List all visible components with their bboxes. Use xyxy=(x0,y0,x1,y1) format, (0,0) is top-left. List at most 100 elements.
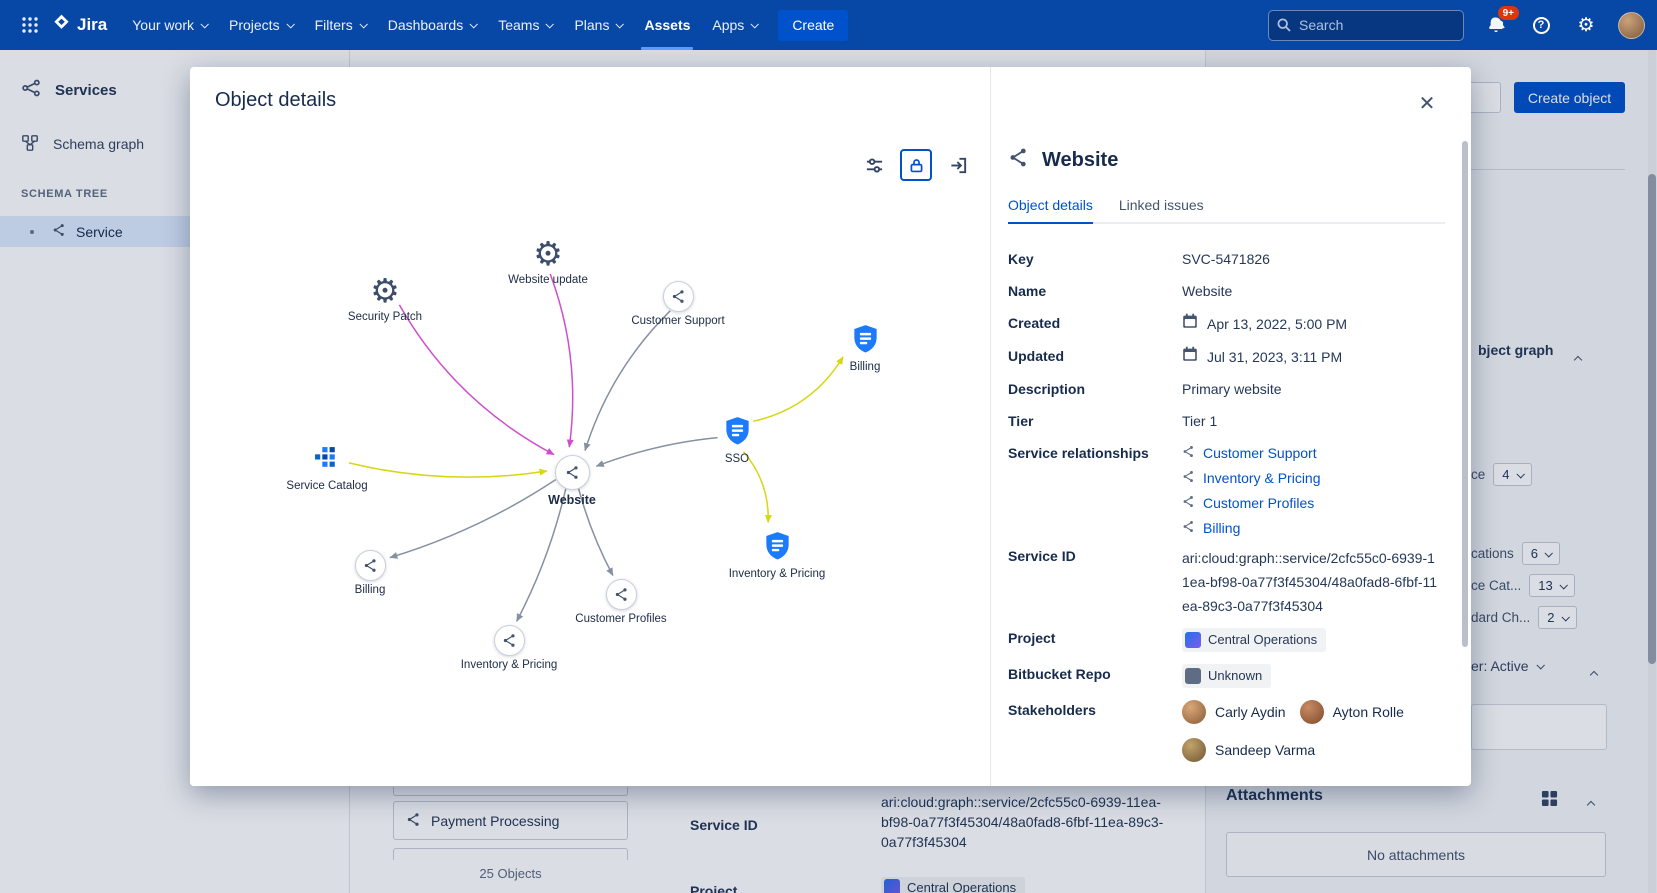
graph-node-label: Inventory & Pricing xyxy=(728,568,826,580)
object-details-modal: Object details ✕ ⚙ Website update ⚙ Securit… xyxy=(190,67,1471,786)
graph-node-customer-profiles[interactable]: Customer Profiles xyxy=(556,579,686,625)
field-stakeholders: Stakeholders Carly Aydin Ayton Rolle xyxy=(1008,700,1445,762)
graph-node-label: Customer Profiles xyxy=(575,613,667,625)
field-project: Project Central Operations xyxy=(1008,628,1445,652)
object-list-item-payment-processing[interactable]: Payment Processing xyxy=(393,801,628,840)
calendar-icon xyxy=(1182,346,1198,367)
nav-item-your-work[interactable]: Your work xyxy=(121,0,218,50)
calendar-icon xyxy=(1182,313,1198,334)
graph-node-security-patch[interactable]: ⚙ Security Patch xyxy=(320,272,450,324)
project-chip[interactable]: Central Operations xyxy=(881,877,1026,893)
create-object-button[interactable]: Create object xyxy=(1514,82,1625,113)
graph-node-inventory-pricing-shield[interactable]: Inventory & Pricing xyxy=(712,531,842,580)
chevron-down-icon xyxy=(750,20,760,29)
share-icon xyxy=(1182,443,1195,463)
relationship-link-billing[interactable]: Billing xyxy=(1182,518,1321,538)
share-node-icon xyxy=(493,625,525,656)
graph-node-billing-top[interactable]: Billing xyxy=(800,324,930,373)
graph-node-customer-support[interactable]: Customer Support xyxy=(613,281,743,327)
create-button[interactable]: Create xyxy=(778,9,849,41)
nav-item-filters[interactable]: Filters xyxy=(304,0,377,50)
stakeholder-ayton-rolle[interactable]: Ayton Rolle xyxy=(1299,700,1404,724)
project-avatar-icon xyxy=(884,879,900,893)
objects-count: 25 Objects xyxy=(479,866,542,881)
nav-item-teams[interactable]: Teams xyxy=(487,0,563,50)
graph-node-inventory-pricing[interactable]: Inventory & Pricing xyxy=(444,625,574,671)
tree-bullet xyxy=(30,229,34,234)
relationship-link-inventory-pricing[interactable]: Inventory & Pricing xyxy=(1182,468,1321,488)
project-label: Project xyxy=(690,883,738,893)
service-id-label: Service ID xyxy=(690,817,758,833)
stakeholder-carly-aydin[interactable]: Carly Aydin xyxy=(1182,700,1286,724)
shield-icon xyxy=(800,324,930,358)
avatar xyxy=(1182,738,1206,762)
graph-node-website-update[interactable]: ⚙ Website update xyxy=(483,237,613,287)
field-name: Name Website xyxy=(1008,283,1233,299)
jira-logo[interactable]: Jira xyxy=(52,13,107,37)
app-switcher-icon[interactable] xyxy=(14,9,46,41)
settings-gear-icon[interactable]: ⚙ xyxy=(1577,14,1595,36)
object-graph-canvas[interactable]: ⚙ Website update ⚙ Security Patch Customer S… xyxy=(190,135,990,786)
exit-fullscreen-icon[interactable] xyxy=(942,149,974,181)
nav-item-apps[interactable]: Apps xyxy=(701,0,768,50)
project-chip[interactable]: Central Operations xyxy=(1182,628,1327,652)
object-list-item-partial[interactable] xyxy=(393,787,628,796)
help-icon[interactable]: ? xyxy=(1528,12,1554,38)
created-value: Apr 13, 2022, 5:00 PM xyxy=(1207,315,1348,332)
grid-view-icon[interactable] xyxy=(1541,790,1558,812)
gear-icon: ⚙ xyxy=(370,272,400,309)
graph-node-label: Billing xyxy=(354,584,386,596)
search-icon xyxy=(1276,17,1292,38)
notifications-bell-icon[interactable]: 9+ xyxy=(1483,6,1519,38)
graph-node-sso[interactable]: SSO xyxy=(672,416,802,465)
modal-title: Object details xyxy=(215,89,337,111)
user-avatar[interactable] xyxy=(1618,11,1645,39)
field-service-relationships: Service relationships Customer Support I… xyxy=(1008,443,1321,538)
chevron-down-icon xyxy=(545,20,555,29)
graph-node-website[interactable]: Website xyxy=(507,455,637,507)
share-icon xyxy=(1182,468,1195,488)
filter-dropdown-partial-2[interactable]: cations 6 xyxy=(1471,542,1561,565)
graph-filter-icon[interactable] xyxy=(858,149,890,181)
nav-item-plans[interactable]: Plans xyxy=(563,0,633,50)
close-icon[interactable]: ✕ xyxy=(1418,92,1436,115)
graph-toolbar xyxy=(858,149,974,181)
object-list-item-partial[interactable] xyxy=(393,848,628,860)
avatar xyxy=(1182,700,1206,724)
graph-node-label: SSO xyxy=(724,453,750,465)
shield-icon xyxy=(672,416,802,450)
tab-object-details[interactable]: Object details xyxy=(1008,197,1093,224)
graph-node-label: Customer Support xyxy=(631,315,725,327)
graph-node-billing-bottom[interactable]: Billing xyxy=(305,550,435,596)
jira-logo-icon xyxy=(52,13,71,37)
relationship-link-customer-profiles[interactable]: Customer Profiles xyxy=(1182,493,1321,513)
stakeholder-sandeep-varma[interactable]: Sandeep Varma xyxy=(1182,738,1315,762)
page-scrollbar-thumb[interactable] xyxy=(1648,174,1656,664)
nav-item-projects[interactable]: Projects xyxy=(218,0,304,50)
lock-icon[interactable] xyxy=(900,149,932,181)
status-filter-partial[interactable]: er: Active xyxy=(1471,658,1545,674)
graph-node-label: Website xyxy=(548,493,596,507)
catalog-icon xyxy=(262,445,392,477)
tab-linked-issues[interactable]: Linked issues xyxy=(1118,197,1204,213)
avatar xyxy=(1299,700,1324,724)
sidebar-item-schema-graph[interactable]: Schema graph xyxy=(0,128,349,160)
repo-icon xyxy=(1185,668,1201,684)
nav-item-assets[interactable]: Assets xyxy=(633,0,701,50)
panel-scrollbar-thumb[interactable] xyxy=(1462,141,1468,647)
filter-dropdown-partial-4[interactable]: dard Ch... 2 xyxy=(1471,606,1577,629)
search-input[interactable] xyxy=(1268,9,1464,41)
partial-input-box[interactable] xyxy=(1471,704,1607,750)
object-name: Website xyxy=(1042,148,1119,171)
relationship-link-customer-support[interactable]: Customer Support xyxy=(1182,443,1321,463)
sidebar-services-header[interactable]: Services xyxy=(0,74,349,106)
global-search xyxy=(1268,9,1464,41)
filter-dropdown-partial-1[interactable]: ce 4 xyxy=(1471,463,1532,486)
graph-node-service-catalog[interactable]: Service Catalog xyxy=(262,445,392,492)
bitbucket-repo-chip[interactable]: Unknown xyxy=(1182,664,1272,688)
field-description: Description Primary website xyxy=(1008,381,1282,397)
schema-tree-section-label: SCHEMA TREE xyxy=(21,188,108,200)
filter-dropdown-partial-3[interactable]: ce Cat... 13 xyxy=(1471,574,1575,597)
share-icon xyxy=(1182,493,1195,513)
nav-item-dashboards[interactable]: Dashboards xyxy=(377,0,488,50)
